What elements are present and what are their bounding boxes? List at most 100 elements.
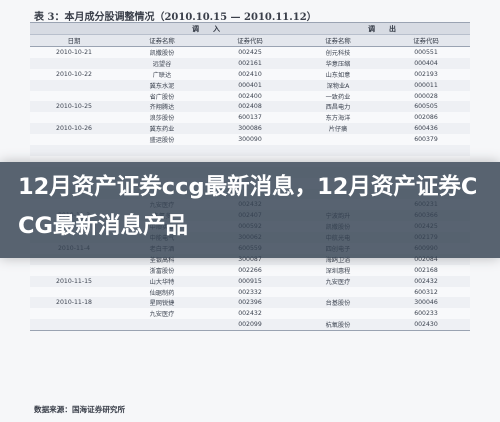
col-header-date: 日期	[30, 34, 118, 47]
cell-code-out: 000011	[382, 79, 470, 91]
cell-date	[30, 134, 118, 146]
cell-name-out	[294, 286, 382, 298]
table-row	[30, 145, 470, 156]
table-row: 冀东水泥 000401 深物业A 000011	[30, 79, 470, 91]
cell-name-in: 仙琚制药	[118, 286, 206, 298]
table-row: 盛运股份 300090 600379	[30, 134, 470, 146]
cell-date: 2010-10-21	[30, 46, 118, 58]
cell-name-in: 荃银高科	[118, 253, 206, 265]
cell-name-in: 盛运股份	[118, 134, 206, 146]
cell-name-in: 凯撒股份	[118, 46, 206, 58]
cell-code-in: 002432	[206, 308, 294, 320]
table-row: 浪莎股份 600137 东方海洋 002086	[30, 112, 470, 124]
cell-date: 2010-11-15	[30, 275, 118, 287]
cell-code-in	[206, 145, 294, 156]
cell-name-in: 齐翔腾达	[118, 101, 206, 113]
table-row: 2010-10-21 凯撒股份 002425 创元科技 000551	[30, 46, 470, 58]
cell-date	[30, 253, 118, 265]
title-banner-overlay: 12月资产证券ccg最新消息，12月资产证券CCG最新消息产品	[0, 162, 500, 258]
col-header-code-in: 证券代码	[206, 34, 294, 47]
table-row: 九安医疗 002432 600233	[30, 308, 470, 320]
table-row: 002099 杭氧股份 002430	[30, 319, 470, 332]
cell-name-out	[294, 145, 382, 156]
cell-code-out	[382, 155, 470, 167]
cell-code-in: 600137	[206, 112, 294, 124]
cell-name-in: 冀东水泥	[118, 79, 206, 91]
cell-code-in: 300087	[206, 253, 294, 265]
table-row: 2010-11-15 山大华特 000915 九安医疗 002432	[30, 275, 470, 287]
cell-code-out: 600312	[382, 286, 470, 298]
cell-code-out: 002430	[382, 319, 470, 332]
col-header-code-out: 证券代码	[382, 34, 470, 47]
cell-code-out: 600505	[382, 101, 470, 113]
cell-name-out: 西昌电力	[294, 101, 382, 113]
cell-code-out: 000551	[382, 46, 470, 58]
cell-code-out: 600233	[382, 308, 470, 320]
banner-headline: 12月资产证券ccg最新消息，12月资产证券CCG最新消息产品	[18, 174, 478, 239]
cell-date	[30, 145, 118, 156]
table-row: 2010-10-22 广联达 002410 山东如意 002193	[30, 68, 470, 80]
cell-code-in: 002400	[206, 90, 294, 102]
table-column-header: 日期 证券名称 证券代码 证券名称 证券代码	[30, 34, 470, 47]
cell-name-out: 深圳惠程	[294, 264, 382, 276]
table-group-header: 调 入 调 出	[30, 22, 470, 35]
group-header-out: 调 出	[294, 22, 470, 35]
table-row: 2010-10-26 冀东药业 300086 片仔癀 600436	[30, 123, 470, 135]
cell-name-in: 远望谷	[118, 57, 206, 69]
table-row: 2010-10-25 齐翔腾达 002408 西昌电力 600505	[30, 101, 470, 113]
cell-code-in: 300086	[206, 123, 294, 135]
cell-code-in	[206, 155, 294, 167]
cell-date	[30, 155, 118, 167]
data-source-note: 数据来源：国海证券研究所	[34, 405, 126, 414]
table-row: 浙富股份 002266 深圳惠程 002168	[30, 264, 470, 276]
cell-name-out: 创元科技	[294, 46, 382, 58]
cell-name-in	[118, 319, 206, 332]
cell-code-in: 002396	[206, 297, 294, 309]
cell-date: 2010-10-26	[30, 123, 118, 135]
cell-date: 2010-10-22	[30, 68, 118, 80]
cell-name-out: 深物业A	[294, 79, 382, 91]
cell-code-out: 002432	[382, 275, 470, 287]
cell-name-out: 片仔癀	[294, 123, 382, 135]
cell-name-out: 华意压缩	[294, 57, 382, 69]
cell-code-out	[382, 145, 470, 156]
cell-name-in: 浙富股份	[118, 264, 206, 276]
cell-name-out	[294, 308, 382, 320]
cell-code-in: 300090	[206, 134, 294, 146]
cell-date	[30, 57, 118, 69]
cell-name-in: 冀东药业	[118, 123, 206, 135]
col-header-name-out: 证券名称	[294, 34, 382, 47]
table-row: 2010-11-18 星网锐捷 002396 台基股份 300046	[30, 297, 470, 309]
table-row	[30, 155, 470, 167]
cell-code-out: 002084	[382, 253, 470, 265]
cell-code-out: 002168	[382, 264, 470, 276]
cell-date	[30, 308, 118, 320]
cell-name-in: 广联达	[118, 68, 206, 80]
cell-name-in: 浪莎股份	[118, 112, 206, 124]
cell-name-in: 省广股份	[118, 90, 206, 102]
cell-date: 2010-11-18	[30, 297, 118, 309]
cell-name-out: 东方海洋	[294, 112, 382, 124]
cell-name-in: 星网锐捷	[118, 297, 206, 309]
cell-code-in: 002410	[206, 68, 294, 80]
table-caption: 表 3：本月成分股调整情况（2010.10.15 — 2010.11.12）	[34, 12, 317, 23]
cell-name-in: 山大华特	[118, 275, 206, 287]
cell-code-in: 002332	[206, 286, 294, 298]
cell-date	[30, 90, 118, 102]
cell-code-out: 000404	[382, 57, 470, 69]
cell-code-out: 600436	[382, 123, 470, 135]
cell-name-out: 海鸥卫浴	[294, 253, 382, 265]
cell-date	[30, 112, 118, 124]
cell-date	[30, 286, 118, 298]
cell-date	[30, 264, 118, 276]
cell-name-in: 九安医疗	[118, 308, 206, 320]
cell-name-out: 台基股份	[294, 297, 382, 309]
cell-name-in	[118, 155, 206, 167]
cell-date: 2010-10-25	[30, 101, 118, 113]
cell-code-in: 002408	[206, 101, 294, 113]
cell-name-out	[294, 134, 382, 146]
table-row: 省广股份 002400 一致药业 000028	[30, 90, 470, 102]
cell-code-out: 000028	[382, 90, 470, 102]
cell-date	[30, 319, 118, 332]
table-row: 仙琚制药 002332 600312	[30, 286, 470, 298]
